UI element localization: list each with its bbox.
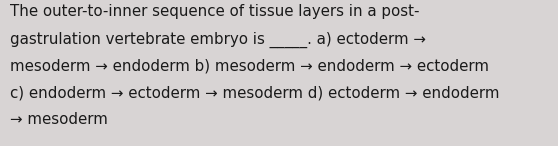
Text: The outer-to-inner sequence of tissue layers in a post-: The outer-to-inner sequence of tissue la… bbox=[10, 4, 420, 19]
Text: c) endoderm → ectoderm → mesoderm d) ectoderm → endoderm: c) endoderm → ectoderm → mesoderm d) ect… bbox=[10, 85, 499, 100]
Text: mesoderm → endoderm b) mesoderm → endoderm → ectoderm: mesoderm → endoderm b) mesoderm → endode… bbox=[10, 58, 489, 73]
Text: gastrulation vertebrate embryo is _____. a) ectoderm →: gastrulation vertebrate embryo is _____.… bbox=[10, 31, 426, 48]
Text: → mesoderm: → mesoderm bbox=[10, 112, 108, 127]
